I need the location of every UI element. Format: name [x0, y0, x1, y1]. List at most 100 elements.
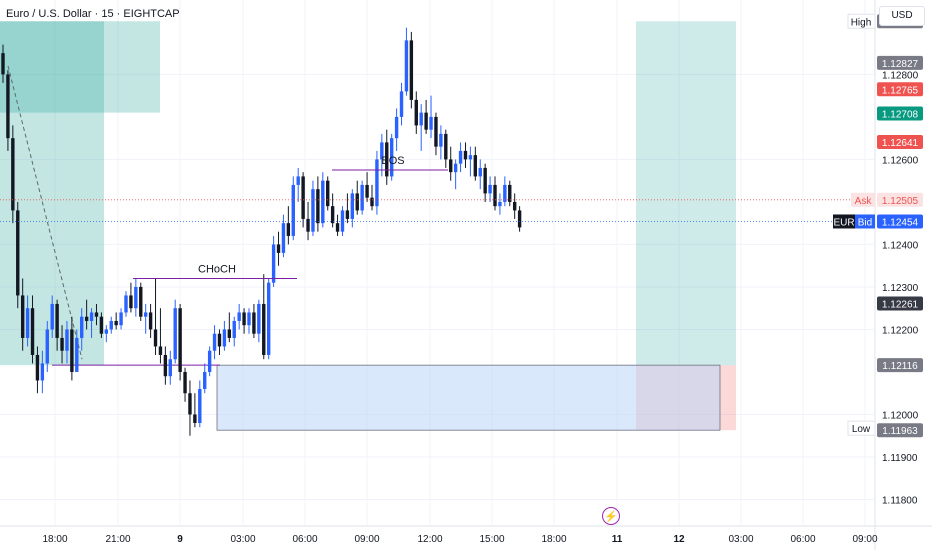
- y-tick-label: 1.12000: [882, 410, 919, 421]
- candle-body: [158, 346, 163, 355]
- candle-body: [453, 163, 458, 173]
- candle-body: [20, 295, 25, 338]
- candle-body: [168, 359, 172, 377]
- candle-body: [345, 210, 350, 219]
- candle-body: [242, 312, 246, 326]
- price-tag-label: 1.12505: [882, 196, 919, 207]
- price-tag-label: 1.12454: [882, 217, 919, 228]
- candle-body: [370, 197, 374, 207]
- candle-body: [340, 210, 345, 232]
- price-tag-label: 1.12116: [882, 361, 918, 372]
- ask-marker: [851, 192, 875, 207]
- candle-body: [222, 329, 227, 347]
- candle-body: [173, 308, 177, 360]
- candle-body: [468, 155, 473, 160]
- candle-body: [114, 320, 118, 326]
- candle-body: [409, 40, 414, 100]
- candle-body: [365, 184, 369, 198]
- candle-body: [419, 112, 423, 126]
- candle-body: [84, 316, 89, 321]
- candle-body: [75, 337, 79, 372]
- candle-body: [35, 354, 40, 381]
- candle-body: [326, 180, 330, 207]
- candle-body: [493, 184, 497, 207]
- candle-body: [99, 316, 104, 334]
- x-tick-label: 11: [612, 534, 623, 545]
- candle-body: [473, 155, 478, 177]
- candle-body: [119, 312, 123, 326]
- candle-body: [399, 91, 404, 117]
- price-tag-label: 1.12827: [882, 59, 919, 70]
- candle-body: [488, 184, 492, 194]
- candle-body: [109, 320, 113, 330]
- candle-body: [291, 184, 295, 236]
- ask-label: Ask: [855, 196, 873, 207]
- candle-body: [424, 112, 428, 130]
- y-tick-label: 1.11900: [882, 453, 918, 464]
- y-tick-label: 1.12600: [882, 155, 919, 166]
- candle-body: [286, 223, 291, 236]
- candle-body: [134, 286, 138, 309]
- candle-body: [148, 312, 153, 330]
- x-tick-label: 06:00: [790, 534, 815, 545]
- candle-body: [498, 201, 502, 207]
- candle-body: [414, 99, 418, 126]
- candle-body: [301, 176, 305, 219]
- currency-selector[interactable]: USD: [879, 6, 925, 26]
- candle-body: [178, 308, 182, 372]
- candle-body: [512, 201, 517, 211]
- candle-body: [252, 312, 256, 334]
- x-tick-label: 06:00: [292, 534, 317, 545]
- candle-body: [40, 363, 45, 381]
- price-tag-label: 1.12708: [882, 110, 919, 121]
- price-tag: [877, 106, 923, 121]
- candle-body: [478, 167, 482, 177]
- high-label: High: [851, 17, 872, 28]
- candle-body: [385, 142, 389, 177]
- candle-body: [129, 295, 133, 309]
- candle-body: [217, 333, 222, 347]
- price-tag-label: 1.12641: [882, 138, 919, 149]
- candle-body: [55, 303, 59, 338]
- candle-body: [65, 329, 69, 351]
- x-tick-label: 15:00: [479, 534, 504, 545]
- candle-body: [153, 329, 158, 347]
- long-position-target: [636, 21, 736, 366]
- candle-body: [1, 53, 5, 75]
- demand-zone: [216, 364, 721, 431]
- candle-body: [193, 414, 197, 423]
- candle-body: [16, 210, 20, 296]
- lightning-icon[interactable]: ⚡: [602, 507, 620, 525]
- candle-body: [375, 159, 379, 207]
- price-tag: [877, 214, 923, 229]
- candle-body: [444, 133, 448, 160]
- candle-body: [439, 133, 443, 147]
- candle-body: [429, 116, 433, 130]
- candle-body: [316, 189, 320, 224]
- candle-body: [330, 206, 335, 224]
- candle-body: [394, 116, 399, 139]
- candle-body: [94, 312, 99, 317]
- price-tag: [877, 423, 923, 438]
- candle-body: [163, 354, 168, 377]
- x-tick-label: 09:00: [354, 534, 379, 545]
- bid-label: Bid: [858, 217, 872, 228]
- candle-body: [207, 350, 212, 372]
- candle-body: [449, 159, 453, 173]
- candle-body: [203, 371, 207, 389]
- candle-body: [508, 184, 512, 202]
- candle-body: [227, 329, 232, 338]
- candle-body: [276, 244, 281, 253]
- earlier-position-target: [0, 21, 160, 113]
- candle-body: [183, 371, 187, 394]
- candle-body: [458, 150, 463, 164]
- candle-body: [281, 223, 286, 253]
- candle-body: [139, 286, 143, 317]
- candle-body: [50, 303, 54, 330]
- price-tag-label: 1.11963: [882, 426, 918, 437]
- candle-body: [335, 223, 340, 232]
- candle-body: [188, 393, 192, 415]
- candle-body: [306, 218, 310, 232]
- price-tag-label: 1.12765: [882, 85, 919, 96]
- candle-body: [404, 40, 409, 92]
